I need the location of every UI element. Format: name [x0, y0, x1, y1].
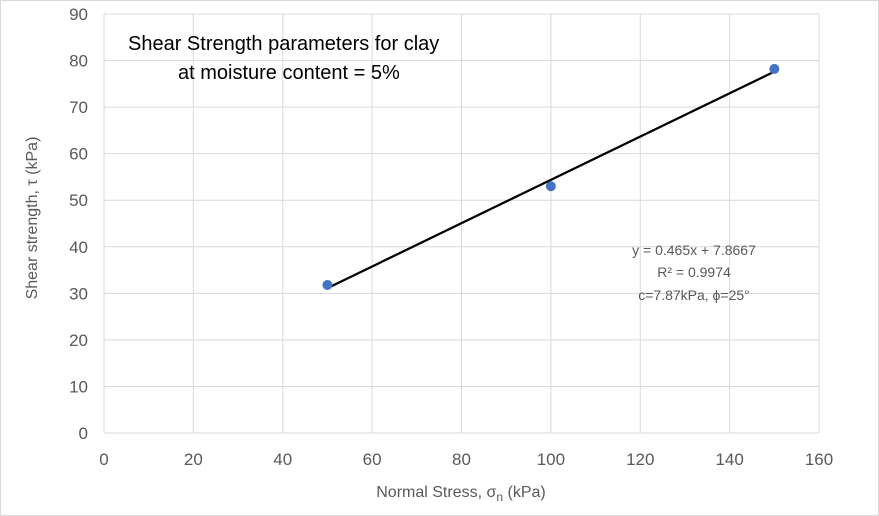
shear-parameters-label: c=7.87kPa, ϕ=25° — [638, 287, 750, 303]
y-tick-label: 80 — [69, 52, 88, 71]
x-tick-labels: 0 20 40 60 80 100 120 140 160 — [99, 450, 833, 469]
y-tick-label: 90 — [69, 5, 88, 24]
x-axis-title: Normal Stress, σn (kPa) — [376, 484, 545, 504]
x-tick-label: 140 — [715, 450, 743, 469]
chart-title-line-2: at moisture content = 5% — [178, 62, 400, 84]
trendline-annotation: y = 0.465x + 7.8667 R² = 0.9974 c=7.87kP… — [632, 242, 756, 303]
y-tick-label: 70 — [69, 98, 88, 117]
y-tick-label: 60 — [69, 145, 88, 164]
y-tick-label: 50 — [69, 191, 88, 210]
chart-title-line-1: Shear Strength parameters for clay — [128, 33, 439, 55]
x-tick-label: 160 — [805, 450, 833, 469]
trendline-equation: y = 0.465x + 7.8667 — [632, 242, 756, 258]
x-tick-label: 120 — [626, 450, 654, 469]
x-tick-label: 40 — [273, 450, 292, 469]
x-tick-label: 0 — [99, 450, 108, 469]
y-tick-label: 10 — [69, 377, 88, 396]
trendline-layer — [326, 70, 776, 290]
data-point — [769, 63, 780, 74]
data-point — [545, 181, 556, 192]
grid — [103, 13, 820, 434]
y-axis-title: Shear strength, τ (kPa) — [24, 137, 41, 300]
data-points — [322, 63, 780, 290]
r-squared-label: R² = 0.9974 — [657, 264, 731, 280]
x-tick-label: 80 — [452, 450, 471, 469]
y-tick-label: 30 — [69, 284, 88, 303]
x-tick-label: 20 — [184, 450, 203, 469]
x-tick-label: 60 — [363, 450, 382, 469]
y-tick-label: 20 — [69, 331, 88, 350]
y-tick-labels: 0 10 20 30 40 50 60 70 80 90 — [69, 5, 88, 443]
y-tick-label: 0 — [79, 424, 88, 443]
trendline — [326, 70, 776, 290]
data-point — [322, 279, 333, 290]
y-tick-label: 40 — [69, 238, 88, 257]
x-tick-label: 100 — [537, 450, 565, 469]
